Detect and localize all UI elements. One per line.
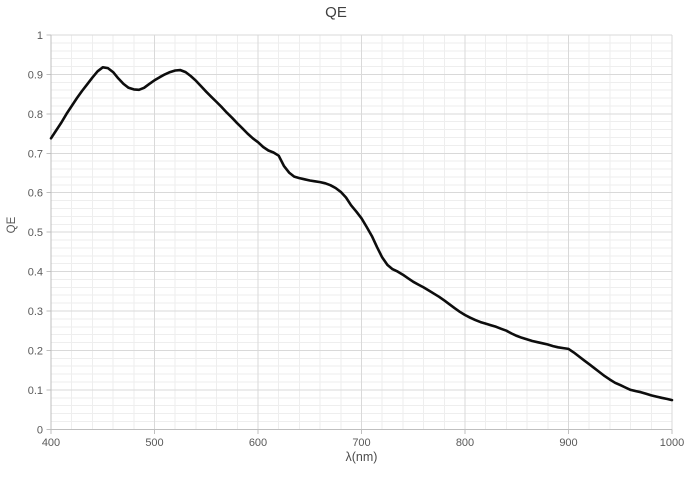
x-tick-label: 400 bbox=[42, 437, 60, 449]
y-tick-label: 0.2 bbox=[28, 345, 43, 357]
y-tick-label: 0.5 bbox=[28, 227, 43, 239]
x-tick-label: 600 bbox=[249, 437, 267, 449]
y-tick-label: 0.8 bbox=[28, 109, 43, 121]
y-tick-label: 0.1 bbox=[28, 385, 43, 397]
x-tick-label: 700 bbox=[352, 437, 370, 449]
y-tick-label: 0.6 bbox=[28, 188, 43, 200]
y-tick-label: 0.7 bbox=[28, 148, 43, 160]
x-tick-label: 1000 bbox=[660, 437, 684, 449]
x-axis-title: λ(nm) bbox=[345, 450, 378, 464]
axes bbox=[46, 34, 673, 434]
x-tick-label: 500 bbox=[145, 437, 163, 449]
y-tick-label: 0.4 bbox=[28, 267, 43, 279]
y-tick-label: 0.9 bbox=[28, 69, 43, 81]
qe-curve bbox=[49, 66, 674, 402]
x-tick-label: 800 bbox=[456, 437, 474, 449]
chart-title: QE bbox=[325, 4, 347, 21]
major-gridlines bbox=[50, 34, 673, 430]
x-tick-label: 900 bbox=[559, 437, 577, 449]
tick-labels: 0 0.1 0.2 0.3 0.4 0.5 0.6 0.7 0.8 0.9 1 400 500 600 70… bbox=[28, 30, 685, 449]
y-tick-label: 1 bbox=[37, 30, 43, 42]
y-tick-label: 0 bbox=[37, 424, 43, 436]
y-tick-label: 0.3 bbox=[28, 306, 43, 318]
